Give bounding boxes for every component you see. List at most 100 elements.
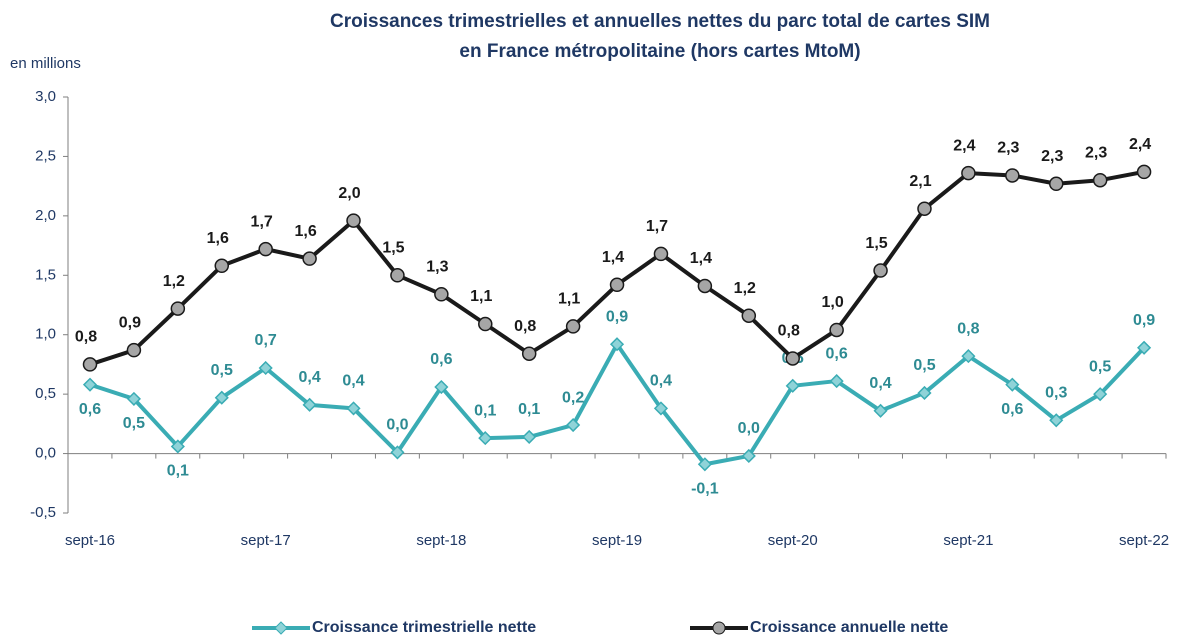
marker (170, 439, 185, 454)
data-label: 0,1 (167, 463, 189, 480)
y-tick-label: 0,0 (35, 445, 56, 462)
data-label: 0,8 (75, 329, 97, 346)
marker (478, 431, 493, 446)
data-label: 0,1 (518, 401, 540, 418)
marker (1093, 387, 1108, 402)
data-label: 2,3 (997, 140, 1019, 157)
data-label: 2,3 (1041, 148, 1063, 165)
marker (478, 316, 493, 332)
marker (917, 385, 932, 401)
marker (961, 349, 976, 364)
marker (873, 263, 888, 278)
data-label: 1,1 (470, 288, 492, 305)
data-label: 0,9 (119, 314, 141, 331)
data-label: 1,3 (426, 259, 448, 276)
data-label: 0,3 (1045, 385, 1067, 402)
marker (82, 357, 98, 372)
data-label: 0,5 (1089, 358, 1111, 375)
marker (609, 277, 625, 293)
data-label: 0,4 (298, 369, 320, 386)
marker (521, 346, 537, 361)
data-label: 0,0 (738, 420, 760, 437)
legend-marker (274, 621, 288, 635)
marker (434, 287, 449, 302)
y-tick-label: 3,0 (35, 88, 56, 105)
data-label: 1,6 (294, 223, 316, 240)
legend-label: Croissance trimestrielle nette (312, 619, 536, 636)
y-axis-label: en millions (10, 55, 81, 72)
y-tick-label: 0,5 (35, 385, 56, 402)
data-label: 2,0 (338, 185, 360, 202)
data-label: 2,4 (1129, 136, 1151, 153)
marker (390, 268, 405, 283)
marker (1137, 340, 1152, 355)
marker (390, 445, 405, 460)
y-tick-label: -0,5 (30, 504, 56, 521)
marker (653, 401, 669, 416)
data-label: 0,4 (650, 373, 672, 390)
y-tick-label: 1,5 (35, 266, 56, 283)
marker (653, 246, 669, 262)
data-label: 2,3 (1085, 144, 1107, 161)
marker (785, 378, 800, 393)
data-label: 0,7 (255, 332, 277, 349)
data-label: 1,0 (822, 294, 844, 311)
marker (1005, 168, 1020, 183)
data-label: 0,6 (1001, 401, 1023, 418)
data-label: 0,2 (562, 389, 584, 406)
x-tick-label: sept-21 (943, 532, 993, 549)
data-label: 0,8 (514, 318, 536, 335)
chart-title: Croissances trimestrielles et annuelles … (330, 11, 990, 32)
marker (565, 319, 581, 334)
marker (126, 391, 141, 406)
marker (302, 397, 317, 412)
marker (609, 337, 625, 352)
marker (697, 278, 713, 294)
data-label: 0,6 (79, 401, 101, 418)
data-label: 0,5 (123, 415, 145, 432)
data-label: 0,6 (826, 345, 848, 362)
data-label: 1,5 (382, 240, 404, 257)
data-label: 0,4 (869, 375, 891, 392)
data-label: 0,5 (913, 357, 935, 374)
marker (302, 251, 317, 266)
marker (258, 241, 273, 257)
marker (741, 308, 757, 323)
data-label: 1,6 (207, 230, 229, 247)
marker (522, 429, 537, 444)
data-label: 0,5 (211, 362, 233, 379)
marker (346, 213, 361, 228)
marker (829, 374, 844, 389)
data-label: 0,8 (778, 323, 800, 340)
series-line (89, 342, 1146, 467)
data-label: 1,2 (734, 280, 756, 297)
data-label: 0,8 (957, 320, 979, 337)
marker (214, 258, 230, 274)
data-label: 1,5 (865, 235, 887, 252)
y-tick-label: 1,0 (35, 326, 56, 343)
data-label: 0,1 (474, 402, 496, 419)
marker (126, 342, 142, 358)
marker (258, 360, 273, 376)
data-label: 1,4 (690, 250, 712, 267)
marker (1048, 176, 1064, 192)
data-label: 0,4 (342, 373, 364, 390)
marker (1049, 413, 1064, 428)
y-tick-label: 2,5 (35, 147, 56, 164)
marker (1005, 377, 1020, 392)
marker (566, 417, 581, 433)
marker (697, 457, 712, 472)
marker (873, 403, 888, 418)
data-label: 0,0 (386, 417, 408, 434)
marker (82, 377, 98, 392)
x-tick-label: sept-16 (65, 532, 115, 549)
marker (346, 401, 361, 416)
legend-marker (712, 621, 726, 635)
x-tick-label: sept-22 (1119, 532, 1169, 549)
x-tick-label: sept-20 (768, 532, 818, 549)
marker (1136, 164, 1152, 180)
data-label: 2,1 (909, 173, 931, 190)
marker (829, 322, 844, 338)
marker (961, 165, 976, 181)
